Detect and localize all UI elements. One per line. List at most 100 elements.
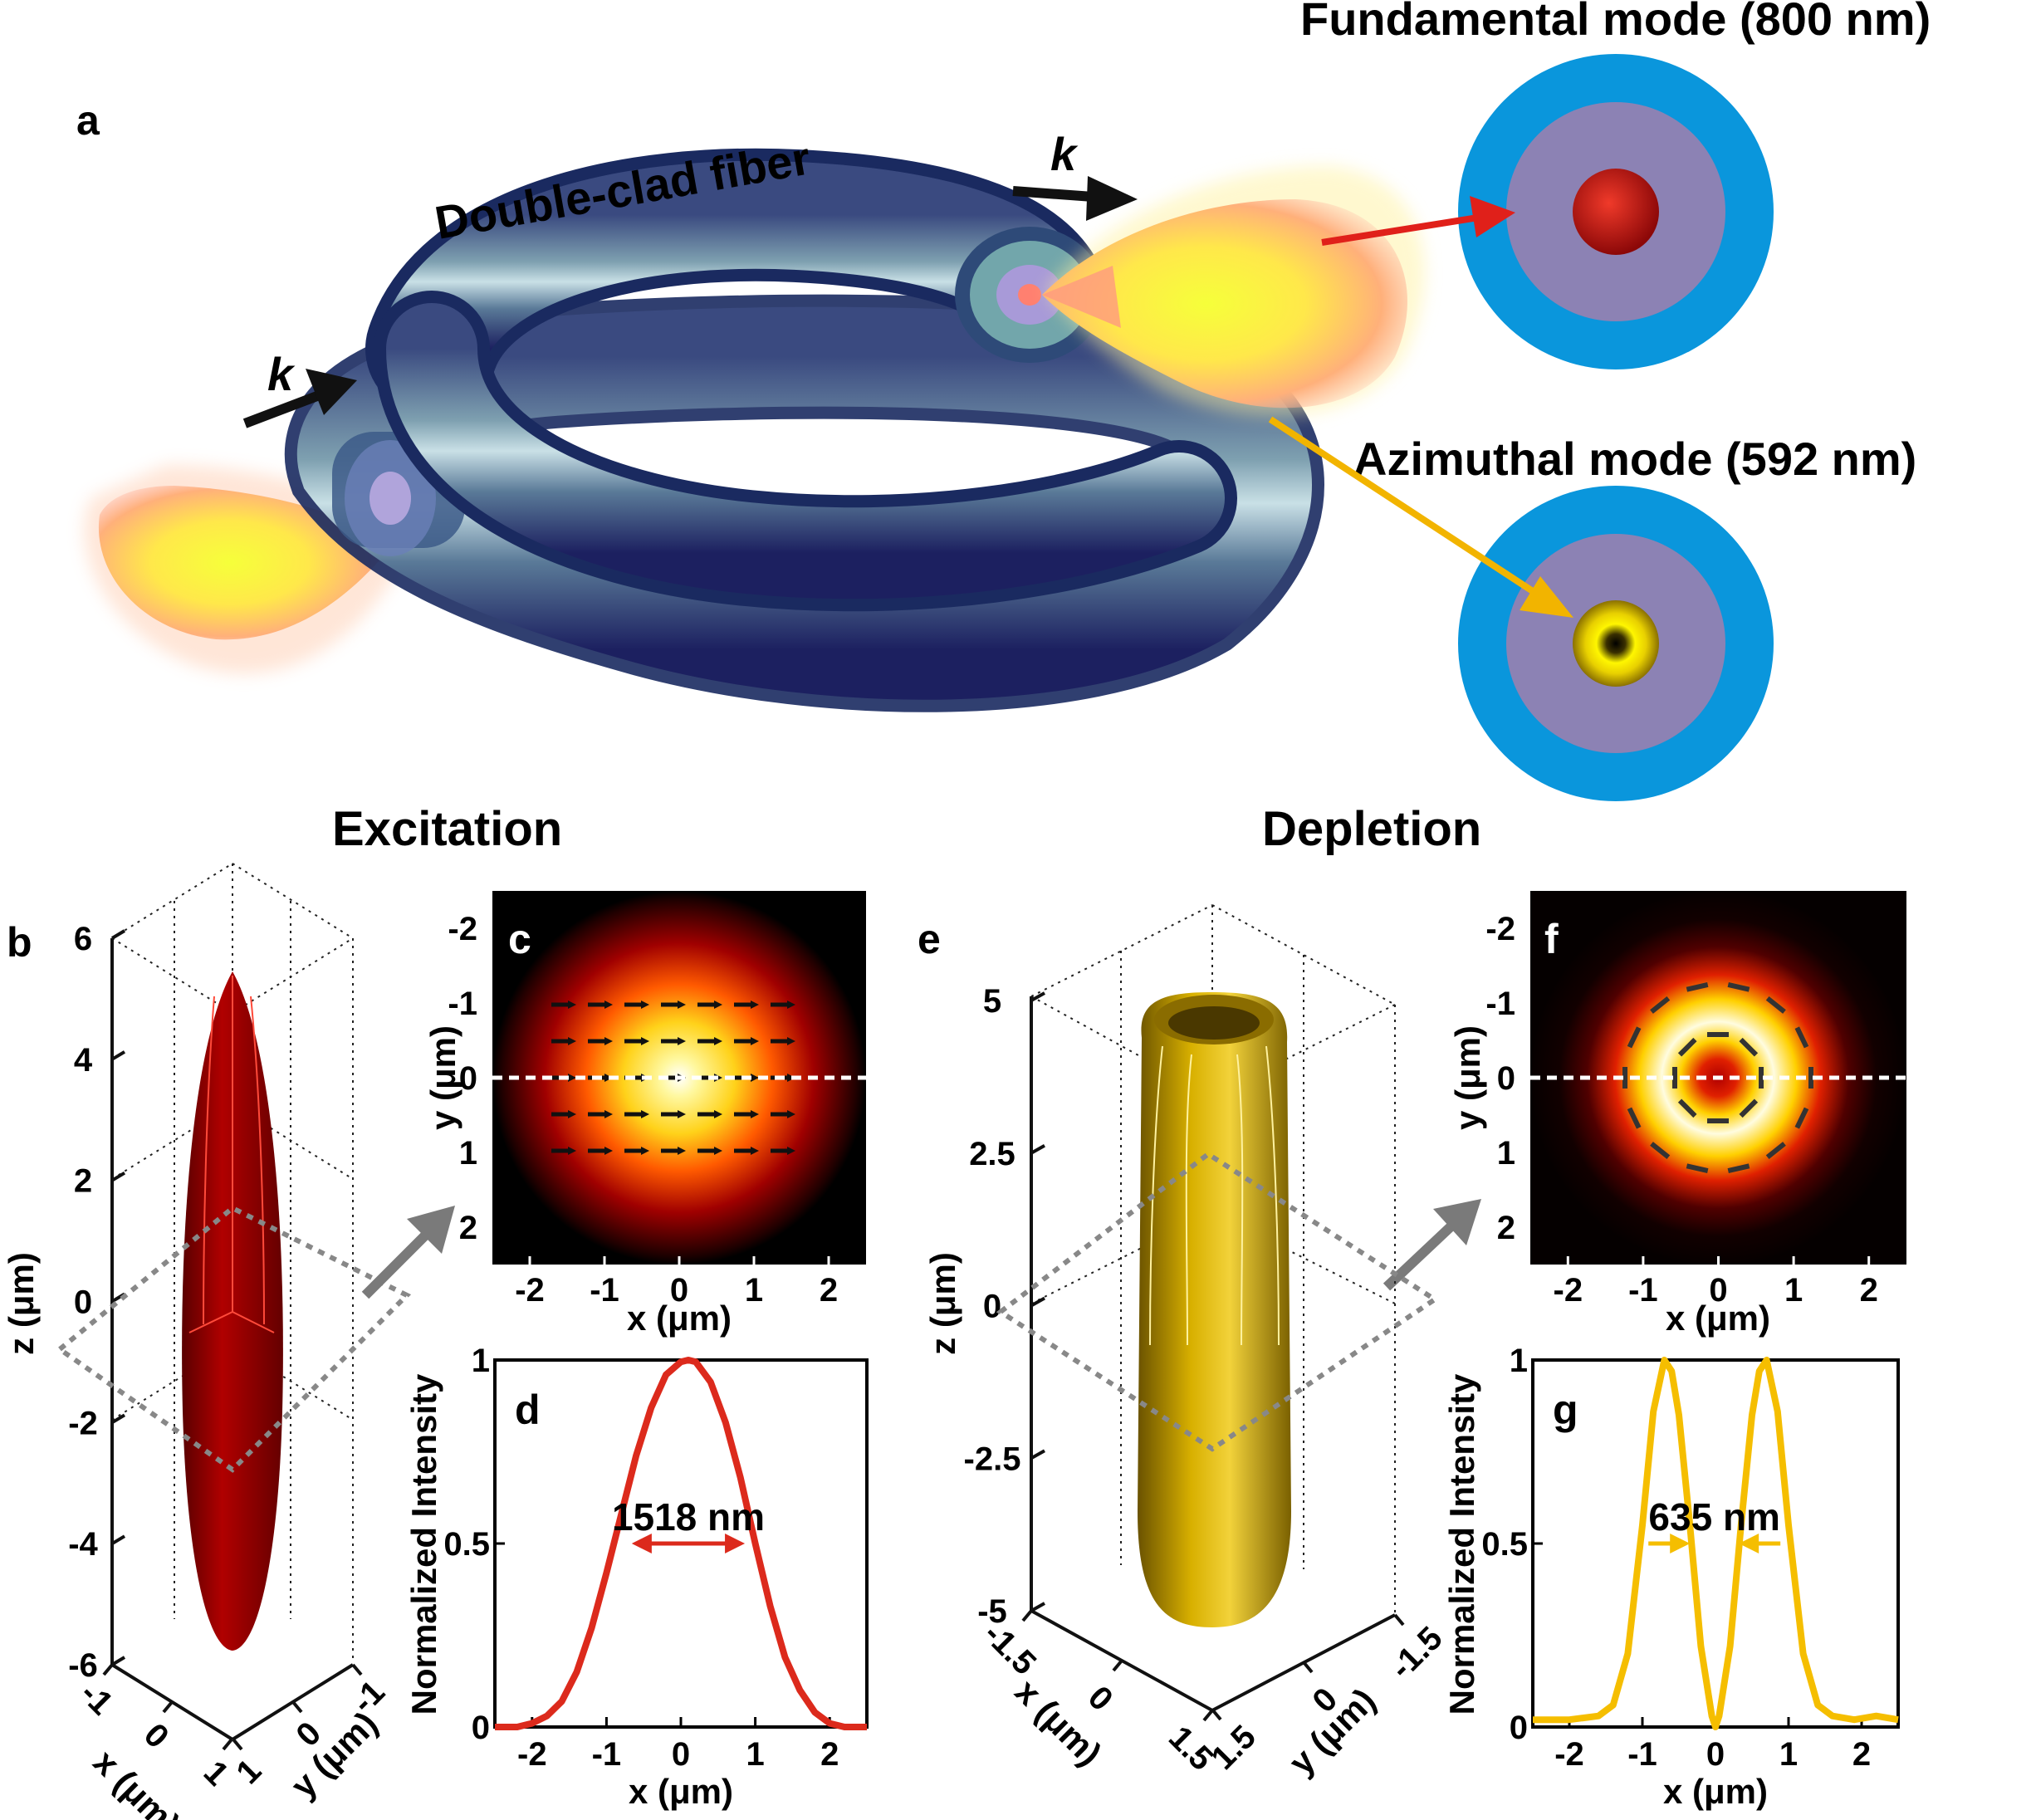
fwhm-arrow-head (725, 1534, 746, 1553)
polarization-arrow-head (714, 1110, 722, 1118)
chart-x-tick-label: -2 (1554, 1736, 1584, 1773)
panel-b-z-tick-label: 6 (74, 921, 92, 957)
depletion-fwhm-arrows (1648, 1534, 1781, 1553)
panel-b-z-tick-label: -4 (68, 1526, 98, 1563)
panel-f-y-tick-label: 1 (1497, 1135, 1515, 1172)
arrow-b-to-c (361, 1206, 455, 1299)
panel-e-z-tick-label: 2.5 (969, 1136, 1016, 1172)
polarization-arrow (1765, 1142, 1786, 1160)
polarization-arrow (1686, 981, 1709, 992)
polarization-arrow (1794, 1107, 1809, 1129)
polarization-arrow-head (751, 1037, 759, 1045)
polarization-arrow-head (604, 1147, 613, 1155)
panel-g-letter: g (1553, 1387, 1578, 1433)
polarization-arrow (1677, 1037, 1697, 1057)
panel-b-z-tick (110, 1534, 126, 1545)
polarization-arrow-head (787, 1110, 795, 1118)
polarization-arrow-head (678, 1037, 686, 1045)
panel-b-z-tick (110, 1171, 126, 1182)
panel-b-y-tick (232, 1738, 243, 1751)
wave-vector-out-label: k (1050, 128, 1079, 180)
polarization-arrow (1739, 1037, 1759, 1057)
panel-b-z-tick (110, 1413, 126, 1425)
polarization-arrow-head (568, 1074, 576, 1082)
panel-c-y-label: y (μm) (423, 1025, 462, 1130)
chart-y-tick-label: 0.5 (443, 1526, 490, 1563)
panel-f-y-label: y (μm) (1448, 1025, 1487, 1130)
panel-e: e 52.50-2.5-5 z (μm) -1.501.5 -1.501.5 x… (918, 904, 1450, 1782)
output-beam (1042, 166, 1425, 416)
panel-f-y-tick-label: 2 (1497, 1210, 1515, 1246)
depletion-profile-line (1533, 1357, 1899, 1730)
panel-f-x-ticks: -2 -1 0 1 2 (1554, 1256, 1878, 1309)
panel-e-x-tick-label: 0 (1081, 1679, 1120, 1718)
panel-b-z-tick-label: -2 (68, 1405, 98, 1441)
panel-c-y-ticks: -2 -1 0 1 2 (448, 911, 477, 1246)
polarization-arrow-head (568, 1001, 576, 1009)
polarization-arrow-head (787, 1001, 795, 1009)
panel-e-letter: e (918, 916, 941, 962)
panel-e-z-tick-label: -5 (977, 1593, 1007, 1630)
azimuthal-mode-title: Azimuthal mode (592 nm) (1353, 433, 1916, 485)
polarization-arrow (1727, 981, 1750, 992)
chart-y-tick-label: 0.5 (1481, 1526, 1528, 1563)
panel-b-x-tick (102, 1663, 114, 1676)
panel-b-slice-plane (56, 1205, 412, 1473)
depletion-fwhm-label: 635 nm (1648, 1495, 1780, 1539)
panel-f-letter: f (1544, 916, 1559, 962)
polarization-arrow-head (678, 1110, 686, 1118)
panel-f: f -2 -1 0 1 2 -2 -1 0 1 2 x (μm) y (μm) (1448, 891, 1906, 1338)
chart-x-tick-label: 1 (746, 1736, 764, 1773)
excitation-fwhm-label: 1518 nm (612, 1495, 765, 1539)
panel-c-x-tick-label: 2 (820, 1272, 838, 1309)
panel-a: a Double-clad fiber (76, 0, 1931, 801)
panel-g-x-ticks: -2 -1 0 1 2 (1554, 1717, 1871, 1773)
panel-c-letter: c (508, 916, 531, 962)
panel-f-y-tick-label: -1 (1485, 986, 1515, 1022)
panel-c-x-tick-label: -1 (590, 1272, 619, 1309)
panel-b-x-tick (222, 1738, 233, 1751)
polarization-arrow-head (751, 1074, 759, 1082)
panel-g-y-ticks: 00.51 (1481, 1343, 1543, 1746)
panel-d-chart: 00.51 -2 -1 0 1 2 1518 nm d x (μm) Normalize… (404, 1343, 869, 1811)
excitation-fwhm-arrow (631, 1534, 746, 1553)
panel-g-y-label: Normalized Intensity (1442, 1373, 1481, 1715)
panel-g-chart: 00.51 -2 -1 0 1 2 635 nm g x (μm) Normalized… (1442, 1343, 1900, 1811)
polarization-arrow (1739, 1098, 1759, 1118)
panel-b-z-label: z (μm) (2, 1252, 41, 1355)
polarization-arrow-head (641, 1037, 649, 1045)
polarization-arrow-head (568, 1110, 576, 1118)
panel-e-x-tick (1202, 1709, 1214, 1722)
wave-vector-out: k (1012, 128, 1138, 221)
double-clad-fiber (285, 148, 1324, 712)
chart-x-tick-label: 2 (1852, 1736, 1871, 1773)
excitation-heading: Excitation (332, 802, 562, 856)
panel-f-y-ticks: -2 -1 0 1 2 (1485, 911, 1515, 1246)
panel-c-y-tick-label: -2 (448, 911, 477, 947)
yellow-arrow (1268, 416, 1573, 618)
chart-y-tick-label: 1 (1510, 1343, 1528, 1379)
panel-b-letter: b (7, 919, 32, 966)
panel-f-y-tick-label: 0 (1497, 1060, 1515, 1097)
polarization-arrow-head (678, 1147, 686, 1155)
polarization-arrow-head (568, 1147, 576, 1155)
panel-f-y-tick-label: -2 (1485, 911, 1515, 947)
panel-e-z-label: z (μm) (923, 1252, 962, 1355)
polarization-arrow-head (787, 1147, 795, 1155)
panel-f-x-tick-label: -1 (1628, 1272, 1658, 1309)
panel-b-z-tick (110, 1050, 126, 1061)
panel-c: c -2 -1 0 1 2 -2 -1 0 1 2 x (μm) y (μm) (423, 891, 866, 1338)
polarization-arrow-head (604, 1037, 613, 1045)
fundamental-mode-title: Fundamental mode (800 nm) (1300, 0, 1931, 45)
panel-d-letter: d (515, 1387, 541, 1433)
panel-b-x-tick-label: 1 (197, 1754, 236, 1793)
panel-b-z-tick-label: 4 (74, 1042, 93, 1079)
panel-e-z-tick-label: 5 (983, 983, 1001, 1020)
panel-g-x-label: x (μm) (1663, 1772, 1768, 1811)
panel-b-z-ticks: 6 4 2 0 -2 -4 -6 (68, 921, 126, 1684)
panel-e-z-tick (1030, 1449, 1045, 1460)
panel-b-z-tick-label: 0 (74, 1284, 92, 1321)
fwhm-arrow-head (1670, 1534, 1691, 1553)
panel-f-x-tick-label: 2 (1860, 1272, 1878, 1309)
